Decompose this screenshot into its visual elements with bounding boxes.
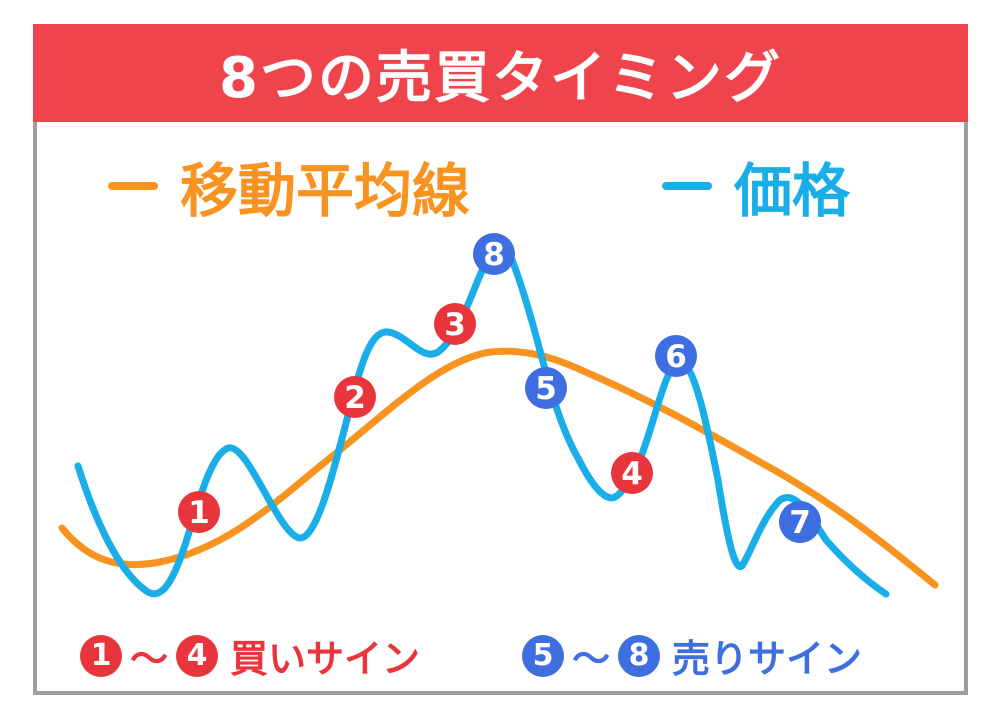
footer-buy-text: 買いサイン — [230, 637, 421, 681]
signal-marker-circle — [434, 303, 476, 345]
footer-sell-signals: 5 ～ 8 売りサイン — [522, 628, 862, 683]
signal-marker-circle — [779, 501, 821, 543]
signal-marker-circle — [178, 491, 220, 533]
legend-ma-swatch — [108, 182, 158, 190]
moving-average-line — [58, 347, 939, 589]
legend-price-label: 価格 — [734, 157, 851, 225]
signal-marker-4: 4 — [611, 452, 653, 494]
signal-marker-7: 7 — [779, 501, 821, 543]
signal-marker-label: 5 — [535, 371, 557, 407]
signal-marker-2: 2 — [334, 376, 376, 418]
signal-marker-label: 2 — [344, 380, 366, 416]
footer-sell-to-badge: 8 — [618, 634, 661, 677]
signal-marker-3: 3 — [434, 303, 476, 345]
footer-sell-text: 売りサイン — [672, 637, 863, 681]
legend-price: 価格 — [662, 144, 850, 228]
signal-marker-5: 5 — [525, 367, 567, 409]
legend-price-swatch — [662, 182, 712, 190]
signal-marker-1: 1 — [178, 491, 220, 533]
signal-marker-circle — [525, 367, 567, 409]
footer-buy-signals: 1 ～ 4 買いサイン — [80, 628, 420, 683]
signal-marker-circle — [473, 233, 515, 275]
legend-ma-label: 移動平均線 — [180, 157, 471, 225]
signal-marker-label: 3 — [444, 307, 466, 343]
diagram-title: 8つの売買タイミング — [219, 45, 782, 111]
diagram-frame — [33, 24, 968, 695]
footer-buy-from-badge: 1 — [80, 634, 122, 677]
footer-buy-to-badge: 4 — [176, 634, 219, 677]
signal-marker-label: 1 — [188, 495, 210, 531]
signal-marker-label: 7 — [789, 505, 811, 541]
signal-marker-label: 4 — [621, 456, 643, 492]
legend-moving-average: 移動平均線 — [108, 144, 470, 228]
signal-marker-label: 6 — [665, 339, 687, 375]
signal-marker-label: 8 — [483, 237, 505, 273]
footer-sell-from-badge: 5 — [522, 634, 564, 677]
signal-marker-8: 8 — [473, 233, 515, 275]
signal-marker-circle — [611, 452, 653, 494]
footer-sell-separator: ～ — [572, 637, 611, 681]
signal-marker-circle — [655, 335, 697, 377]
signal-marker-circle — [334, 376, 376, 418]
price-line — [74, 249, 890, 598]
signal-marker-6: 6 — [655, 335, 697, 377]
title-bar: 8つの売買タイミング — [33, 24, 968, 122]
footer-buy-separator: ～ — [130, 637, 169, 681]
